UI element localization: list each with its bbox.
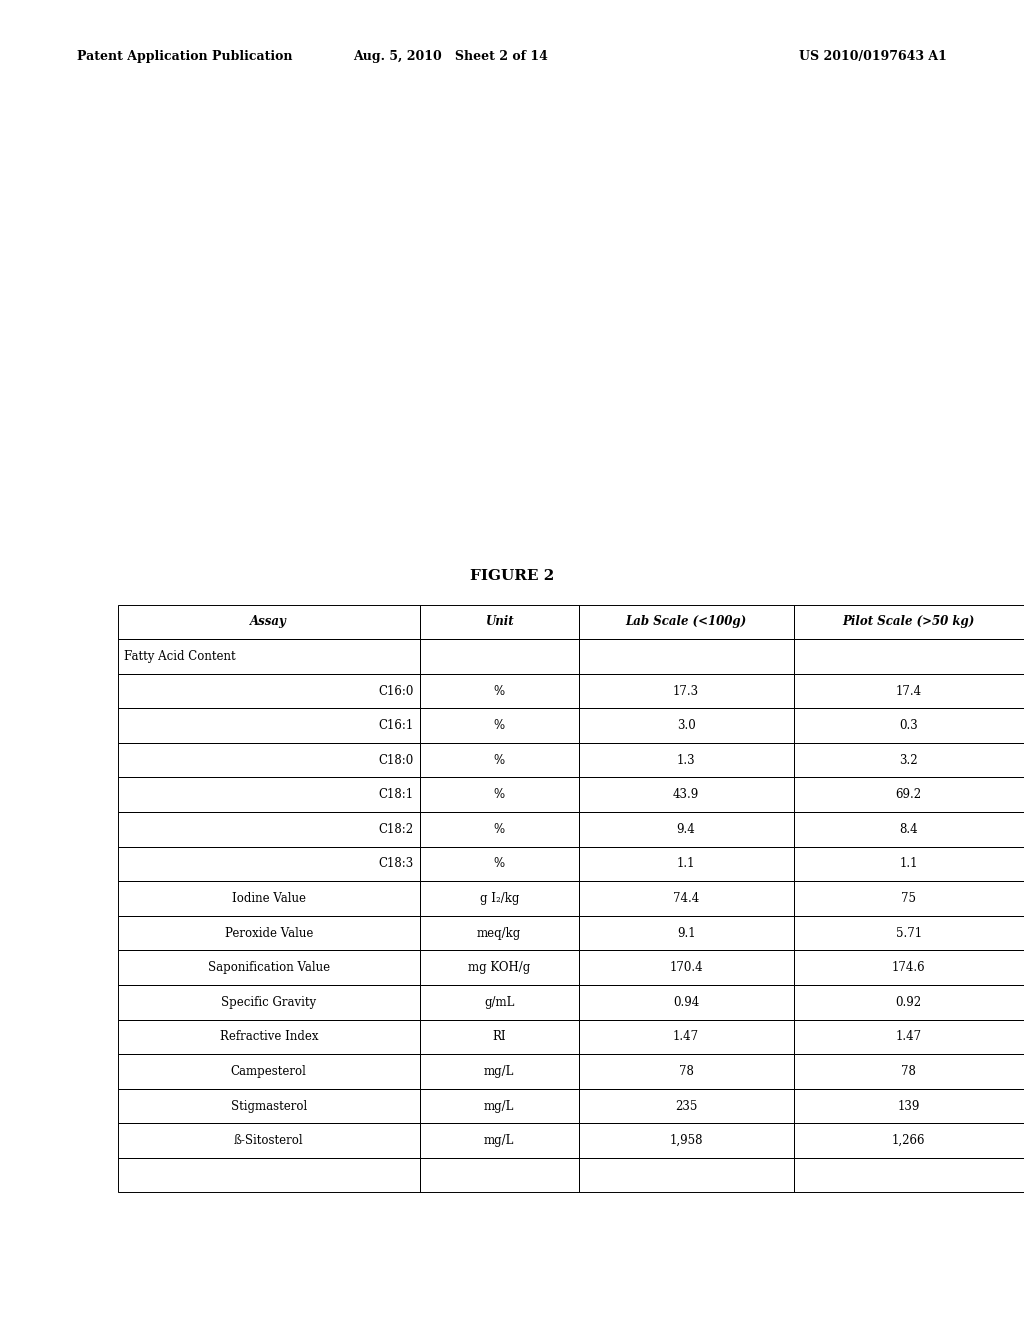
Text: 8.4: 8.4	[899, 822, 919, 836]
Text: Campesterol: Campesterol	[230, 1065, 307, 1078]
Text: meq/kg: meq/kg	[477, 927, 521, 940]
Text: Specific Gravity: Specific Gravity	[221, 995, 316, 1008]
Text: Saponification Value: Saponification Value	[208, 961, 330, 974]
Text: 3.2: 3.2	[899, 754, 919, 767]
Text: C16:0: C16:0	[378, 685, 414, 697]
Text: 1.1: 1.1	[899, 858, 919, 870]
Text: 43.9: 43.9	[673, 788, 699, 801]
Text: FIGURE 2: FIGURE 2	[470, 569, 554, 583]
Text: mg KOH/g: mg KOH/g	[468, 961, 530, 974]
Text: Stigmasterol: Stigmasterol	[230, 1100, 307, 1113]
Text: C16:1: C16:1	[379, 719, 414, 733]
Text: mg/L: mg/L	[484, 1134, 514, 1147]
Text: Fatty Acid Content: Fatty Acid Content	[124, 649, 236, 663]
Text: Unit: Unit	[485, 615, 513, 628]
Text: 9.1: 9.1	[677, 927, 695, 940]
Text: %: %	[494, 754, 505, 767]
Text: 0.3: 0.3	[899, 719, 919, 733]
Text: C18:0: C18:0	[379, 754, 414, 767]
Text: 78: 78	[679, 1065, 693, 1078]
Text: 0.92: 0.92	[896, 995, 922, 1008]
Text: 1.47: 1.47	[896, 1031, 922, 1043]
Text: 78: 78	[901, 1065, 916, 1078]
Text: C18:1: C18:1	[379, 788, 414, 801]
Text: Peroxide Value: Peroxide Value	[224, 927, 313, 940]
Text: 5.71: 5.71	[896, 927, 922, 940]
Text: %: %	[494, 858, 505, 870]
Text: C18:3: C18:3	[379, 858, 414, 870]
Text: Patent Application Publication: Patent Application Publication	[77, 50, 292, 63]
Text: 170.4: 170.4	[670, 961, 702, 974]
Text: RI: RI	[493, 1031, 506, 1043]
Text: 1.3: 1.3	[677, 754, 695, 767]
Text: Iodine Value: Iodine Value	[231, 892, 306, 906]
Text: 1.47: 1.47	[673, 1031, 699, 1043]
Text: Lab Scale (<100g): Lab Scale (<100g)	[626, 615, 746, 628]
Text: US 2010/0197643 A1: US 2010/0197643 A1	[800, 50, 947, 63]
Text: 1,266: 1,266	[892, 1134, 926, 1147]
Text: 235: 235	[675, 1100, 697, 1113]
Text: ß-Sitosterol: ß-Sitosterol	[234, 1134, 303, 1147]
Text: 3.0: 3.0	[677, 719, 695, 733]
Text: %: %	[494, 822, 505, 836]
Text: 17.3: 17.3	[673, 685, 699, 697]
Text: 69.2: 69.2	[896, 788, 922, 801]
Text: 1,958: 1,958	[670, 1134, 702, 1147]
Text: 9.4: 9.4	[677, 822, 695, 836]
Text: g/mL: g/mL	[484, 995, 514, 1008]
Text: 75: 75	[901, 892, 916, 906]
Text: mg/L: mg/L	[484, 1100, 514, 1113]
Text: %: %	[494, 685, 505, 697]
Text: 17.4: 17.4	[896, 685, 922, 697]
Text: 174.6: 174.6	[892, 961, 926, 974]
Text: 139: 139	[898, 1100, 920, 1113]
Text: Refractive Index: Refractive Index	[219, 1031, 318, 1043]
Text: mg/L: mg/L	[484, 1065, 514, 1078]
Text: 74.4: 74.4	[673, 892, 699, 906]
Text: g I₂/kg: g I₂/kg	[479, 892, 519, 906]
Text: 1.1: 1.1	[677, 858, 695, 870]
Text: %: %	[494, 788, 505, 801]
Text: Assay: Assay	[250, 615, 288, 628]
Text: %: %	[494, 719, 505, 733]
Text: Pilot Scale (>50 kg): Pilot Scale (>50 kg)	[843, 615, 975, 628]
Text: 0.94: 0.94	[673, 995, 699, 1008]
Text: Aug. 5, 2010   Sheet 2 of 14: Aug. 5, 2010 Sheet 2 of 14	[353, 50, 548, 63]
Text: C18:2: C18:2	[379, 822, 414, 836]
